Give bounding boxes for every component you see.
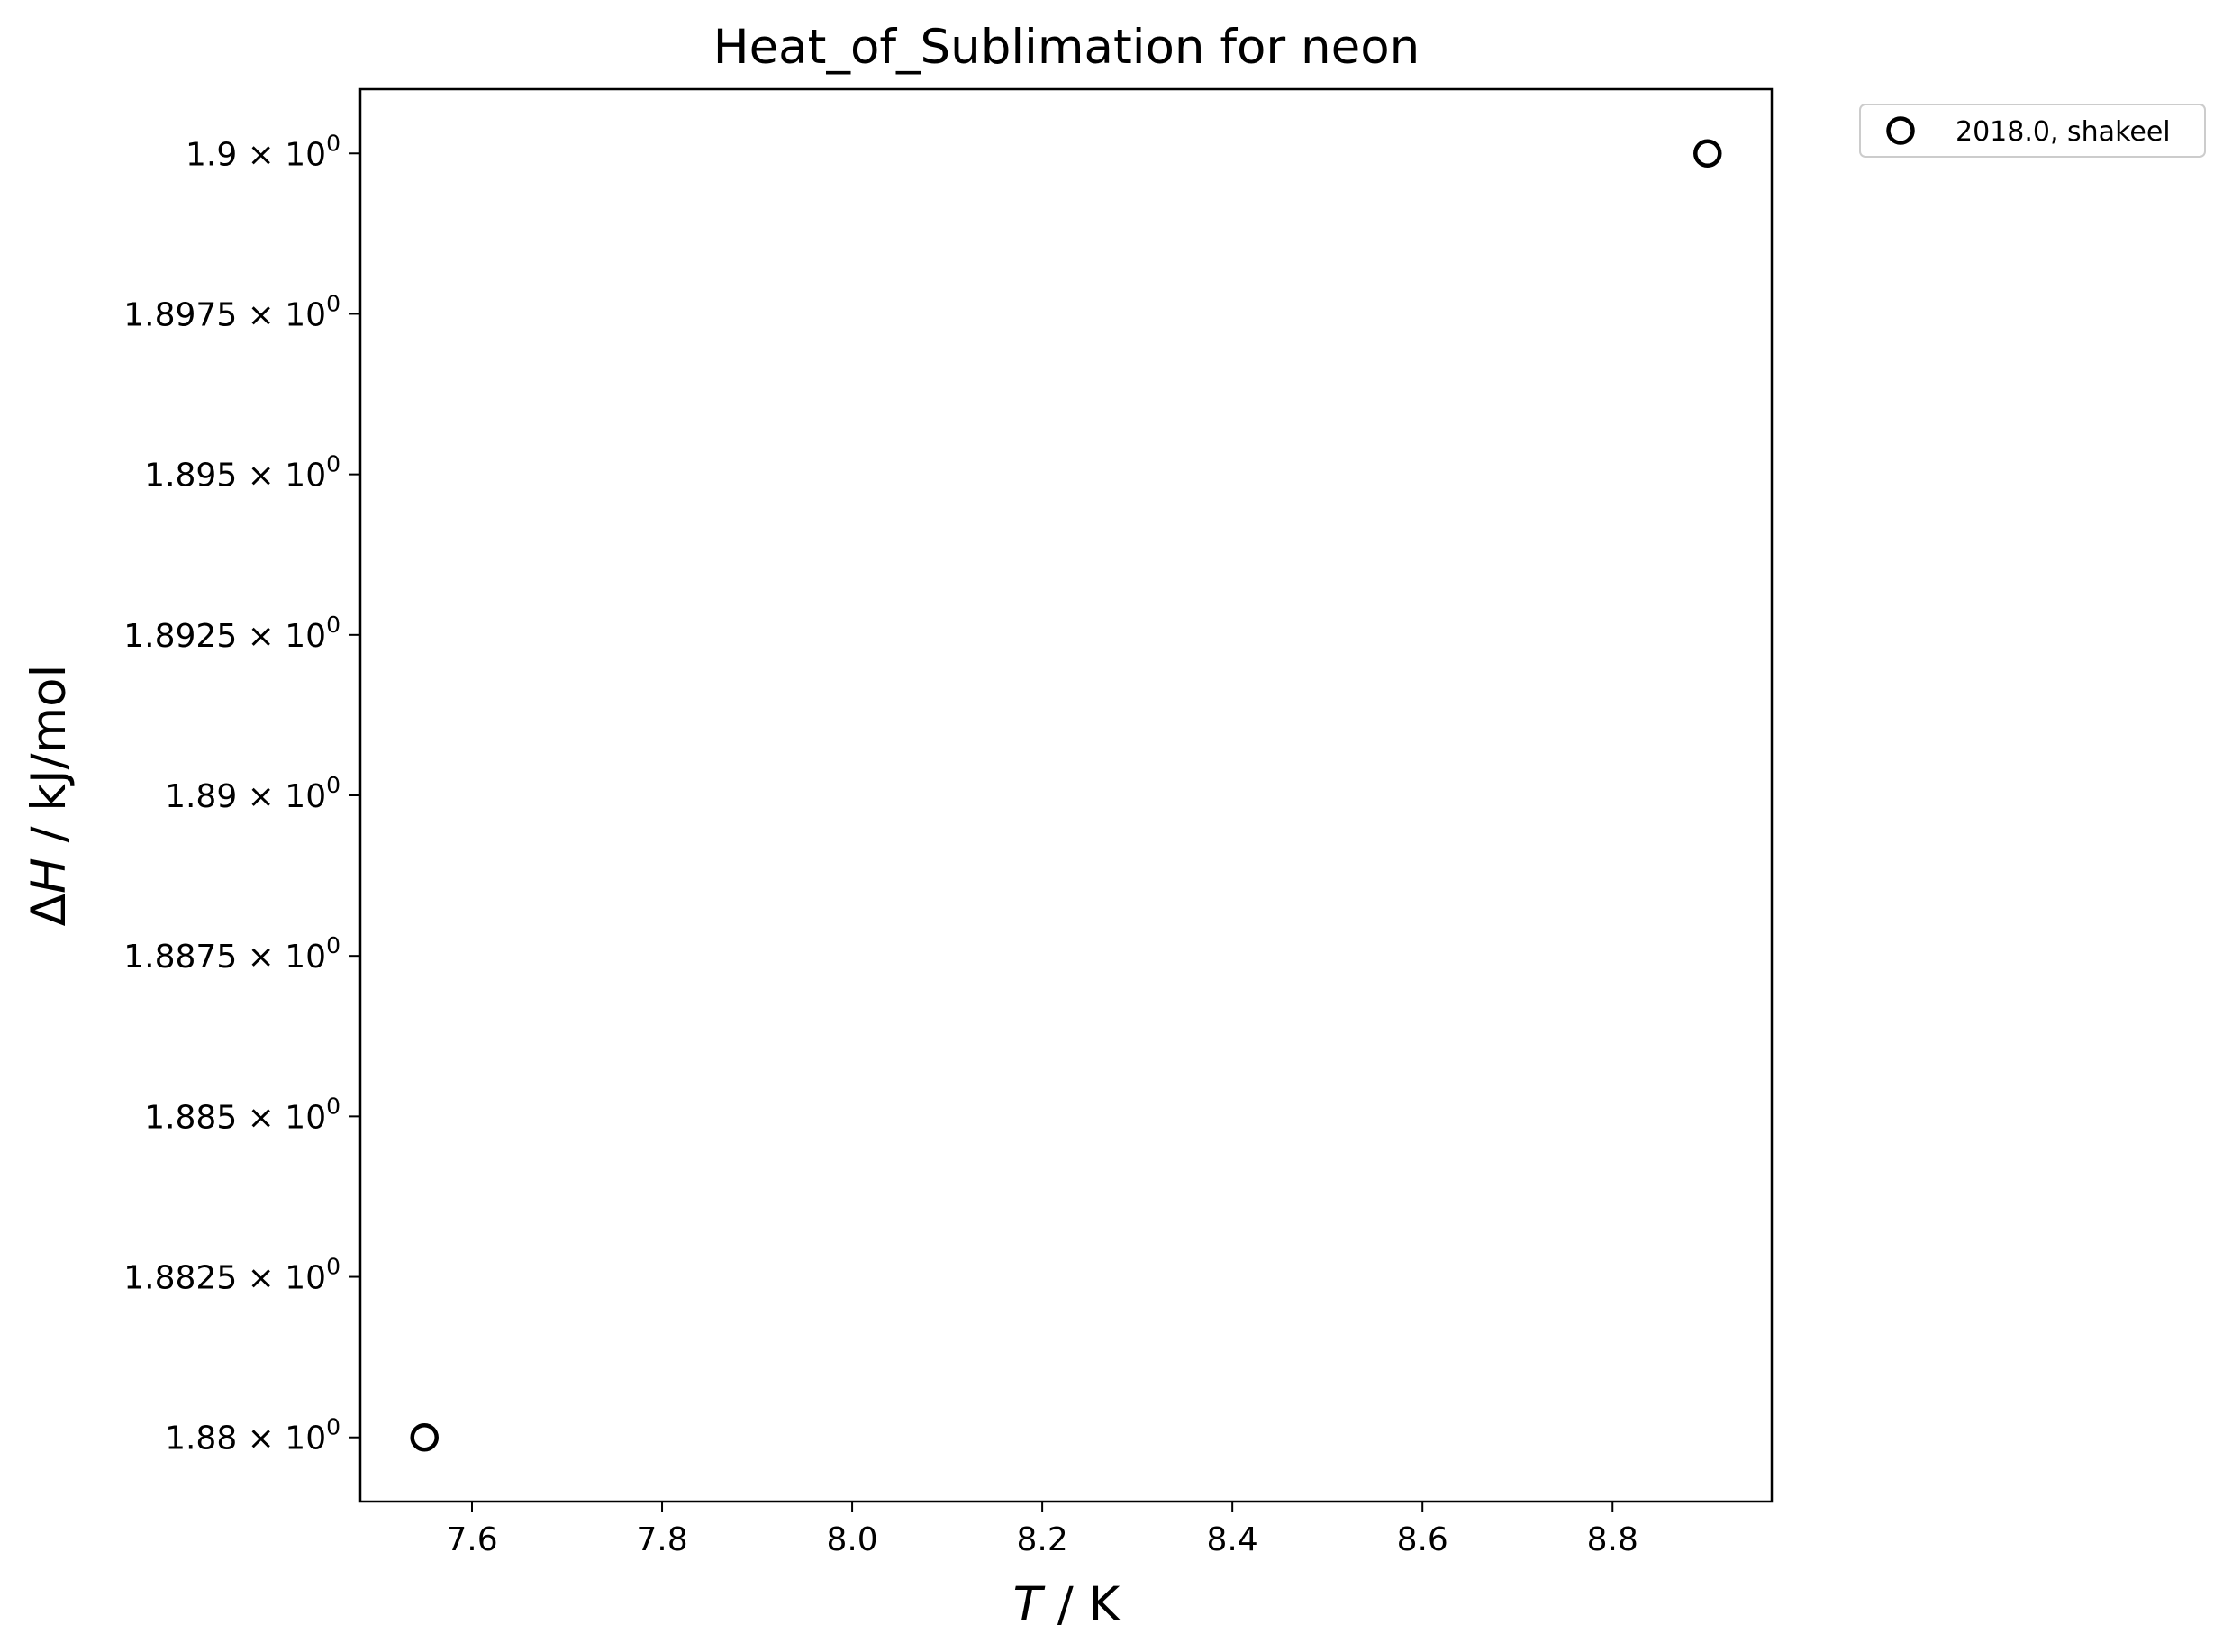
y-axis-label: ΔH / kJ/mol (22, 665, 77, 927)
y-tick-exponent: 0 (326, 772, 340, 798)
y-tick-label: 1.8825 × 100 (123, 1254, 340, 1297)
y-tick-label: 1.8975 × 100 (123, 290, 340, 333)
legend-label: 2018.0, shakeel (1955, 116, 2171, 148)
x-tick-label: 7.6 (446, 1521, 497, 1558)
x-tick-label: 8.6 (1397, 1521, 1448, 1558)
y-tick-label: 1.88 × 100 (165, 1414, 340, 1457)
plot-area-frame (358, 87, 1774, 1503)
y-tick-label: 1.895 × 100 (144, 451, 340, 495)
y-tick-mantissa: 1.8825 × 10 (123, 1260, 326, 1297)
x-axis-label: T / K (1013, 1577, 1121, 1632)
y-tick-mantissa: 1.8975 × 10 (123, 296, 326, 333)
data-point (1693, 139, 1722, 168)
data-points (410, 139, 1722, 1452)
x-axis-label-unit: / K (1042, 1577, 1121, 1632)
y-tick-exponent: 0 (326, 290, 340, 316)
legend-marker (1886, 116, 1915, 145)
y-axis-label-var: H (22, 858, 77, 894)
data-point (410, 1422, 439, 1452)
y-tick-exponent: 0 (326, 932, 340, 958)
y-tick-mantissa: 1.88 × 10 (165, 1421, 326, 1457)
chart-title: Heat_of_Sublimation for neon (713, 20, 1420, 75)
y-tick-mantissa: 1.8925 × 10 (123, 618, 326, 655)
x-tick-label: 8.2 (1016, 1521, 1067, 1558)
y-axis-label-unit: / kJ/mol (22, 665, 77, 858)
y-tick-mantissa: 1.9 × 10 (186, 136, 326, 173)
legend-box (1859, 104, 2206, 158)
x-tick-label: 8.8 (1587, 1521, 1638, 1558)
x-axis-label-var: T (1013, 1577, 1046, 1632)
y-tick-label: 1.89 × 100 (165, 772, 340, 815)
y-tick-exponent: 0 (326, 1093, 340, 1119)
y-tick-label: 1.8875 × 100 (123, 932, 340, 976)
y-tick-exponent: 0 (326, 1254, 340, 1280)
y-tick-exponent: 0 (326, 612, 340, 638)
y-tick-mantissa: 1.885 × 10 (144, 1099, 326, 1136)
y-tick-exponent: 0 (326, 1414, 340, 1440)
x-tick-label: 7.8 (636, 1521, 687, 1558)
x-tick-label: 8.0 (826, 1521, 877, 1558)
legend: 2018.0, shakeel (1859, 104, 2206, 158)
y-tick-mantissa: 1.89 × 10 (165, 778, 326, 815)
y-tick-exponent: 0 (326, 451, 340, 477)
x-axis-ticks: 7.6 7.8 8.0 8.2 8.4 8.6 8.8 (446, 1502, 1638, 1558)
y-tick-exponent: 0 (326, 130, 340, 156)
y-tick-label: 1.8925 × 100 (123, 612, 340, 655)
y-tick-label: 1.9 × 100 (186, 130, 340, 173)
y-tick-mantissa: 1.8875 × 10 (123, 939, 326, 976)
y-axis-label-prefix: Δ (22, 894, 77, 926)
y-tick-mantissa: 1.895 × 10 (144, 458, 326, 495)
x-tick-label: 8.4 (1207, 1521, 1258, 1558)
y-tick-label: 1.885 × 100 (144, 1093, 340, 1136)
